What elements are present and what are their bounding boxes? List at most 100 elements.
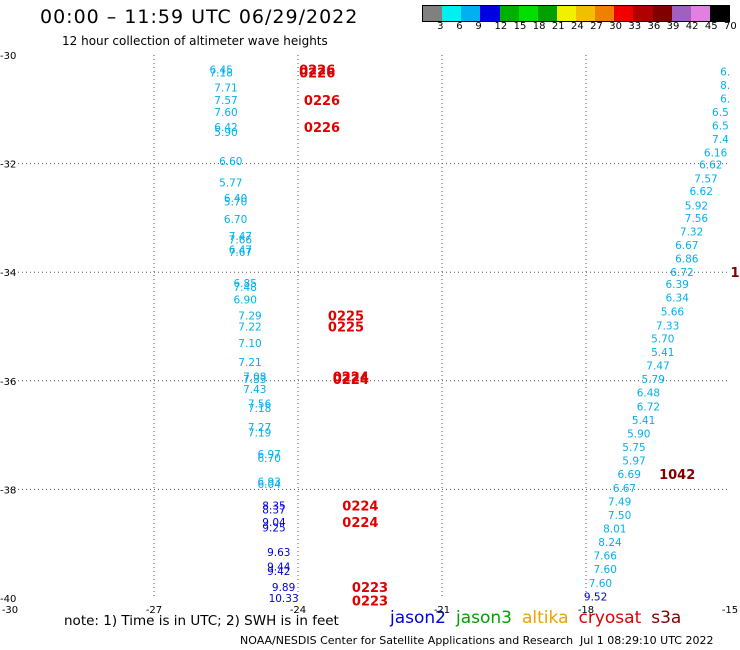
swh-value: 9.25 xyxy=(262,522,285,534)
y-tick-label: -36 xyxy=(0,377,16,388)
swh-value: 6.42 xyxy=(214,122,237,134)
footer-timestamp: Jul 1 08:29:10 UTC 2022 xyxy=(580,634,714,647)
color-scale-label: 9 xyxy=(475,21,482,32)
swh-value: 9.42 xyxy=(267,566,290,578)
color-scale-label: 6 xyxy=(456,21,463,32)
time-label: 0223 xyxy=(352,595,388,610)
y-tick-label: -30 xyxy=(0,51,16,62)
swh-value: 5.77 xyxy=(219,178,242,190)
swh-value: 6.70 xyxy=(258,453,281,465)
swh-value: 9.04 xyxy=(262,517,286,529)
swh-value: 6.34 xyxy=(666,293,690,305)
swh-value: 7.49 xyxy=(608,496,631,508)
swh-value: 7.18 xyxy=(248,403,271,415)
swh-value: 7.47 xyxy=(646,361,669,373)
color-swatch xyxy=(576,6,596,21)
swh-value: 6.69 xyxy=(618,469,641,481)
grid-lines xyxy=(10,55,730,598)
swh-value: 6.47 xyxy=(229,244,252,256)
swh-value: 6.93 xyxy=(258,476,281,488)
swh-value: 7.67 xyxy=(229,247,252,259)
mission-label: altika xyxy=(522,608,569,628)
color-scale-label: 15 xyxy=(513,21,527,32)
swh-value: 6.67 xyxy=(675,240,698,252)
swh-value: 7.29 xyxy=(238,311,261,323)
swh-value: 5.97 xyxy=(622,456,645,468)
swh-values: 6.457.187.717.577.606.425.906.605.776.40… xyxy=(210,65,731,605)
y-tick-label: -32 xyxy=(0,160,16,171)
swh-value: 6.5 xyxy=(712,121,729,133)
swh-value: 7.33 xyxy=(656,320,679,332)
swh-value: 5.79 xyxy=(642,374,665,386)
y-tick-label: -40 xyxy=(0,594,16,605)
swh-value: 7.66 xyxy=(229,235,253,247)
mission-legend: jason2 jason3 altika cryosat s3a xyxy=(390,608,691,628)
swh-value: 7.56 xyxy=(685,213,709,225)
time-label: 0223 xyxy=(352,581,388,596)
color-swatch xyxy=(652,6,672,21)
swh-value: 6.90 xyxy=(234,294,257,306)
time-label: 0226 xyxy=(304,121,340,136)
swh-value: 7.71 xyxy=(214,83,237,95)
swh-value: 5.70 xyxy=(651,333,674,345)
color-scale-label: 21 xyxy=(551,21,565,32)
swh-value: 7.43 xyxy=(243,384,266,396)
chart-title: 00:00 – 11:59 UTC 06/29/2022 xyxy=(40,6,359,28)
swh-value: 9.63 xyxy=(267,547,290,559)
swh-value: 7.60 xyxy=(214,107,237,119)
swh-value: 8.35 xyxy=(262,501,285,513)
color-swatch xyxy=(690,6,710,21)
swh-value: 8.01 xyxy=(603,523,626,535)
time-label: 0225 xyxy=(328,310,364,325)
x-tick-label: -27 xyxy=(146,605,162,616)
time-label: 0226 xyxy=(304,94,340,109)
color-scale-label: 24 xyxy=(571,21,584,32)
time-label: 0226 xyxy=(299,64,335,79)
color-scale-label: 70 xyxy=(724,21,737,32)
chart-subtitle: 12 hour collection of altimeter wave hei… xyxy=(62,34,328,48)
color-scale-label: 42 xyxy=(685,21,699,32)
color-swatch xyxy=(633,6,653,21)
swh-value: 7.4 xyxy=(712,134,729,146)
color-scale-label: 3 xyxy=(437,21,444,32)
color-scale-label: 30 xyxy=(609,21,622,32)
time-label: 1042 xyxy=(659,468,695,483)
swh-value: 5.66 xyxy=(661,306,685,318)
swh-value: 9.52 xyxy=(584,591,607,603)
swh-value: 5.90 xyxy=(627,428,650,440)
swh-value: 6.86 xyxy=(675,254,699,266)
color-scale-label: 36 xyxy=(647,21,661,32)
swh-value: 8.24 xyxy=(598,537,622,549)
time-label: 0224 xyxy=(342,500,378,515)
color-swatch xyxy=(537,6,557,21)
color-swatch xyxy=(480,6,500,21)
time-label: 0224 xyxy=(333,373,369,388)
mission-label: s3a xyxy=(651,608,682,628)
swh-value: 6.39 xyxy=(666,279,689,291)
color-scale-label: 27 xyxy=(590,21,603,32)
swh-value: 7.66 xyxy=(594,551,618,563)
swh-value: 7.21 xyxy=(238,357,261,369)
swh-value: 5.41 xyxy=(632,415,655,427)
time-label: 0226 xyxy=(299,66,335,81)
swh-value: 10.33 xyxy=(269,593,299,605)
swh-value: 7.27 xyxy=(248,422,271,434)
swh-value: 6.70 xyxy=(224,214,247,226)
color-swatch xyxy=(614,6,634,21)
swh-value: 5.41 xyxy=(651,347,674,359)
swh-value: 5.92 xyxy=(685,200,708,212)
footer-organization: NOAA/NESDIS Center for Satellite Applica… xyxy=(240,634,574,647)
swh-value: 6. xyxy=(720,93,730,105)
time-labels: 0226022602260226022502250224022402240224… xyxy=(299,64,740,610)
y-tick-label: -34 xyxy=(0,268,16,279)
swh-value: 6.5 xyxy=(712,107,729,119)
color-swatch xyxy=(556,6,576,21)
color-scale-label: 39 xyxy=(666,21,680,32)
y-tick-label: -38 xyxy=(0,485,16,496)
swh-value: 7.57 xyxy=(694,173,717,185)
swh-value: 5.75 xyxy=(622,442,645,454)
color-swatch xyxy=(461,6,481,21)
swh-value: 7.48 xyxy=(234,282,257,294)
color-scale-bar xyxy=(422,5,730,22)
swh-value: 6.48 xyxy=(637,388,660,400)
